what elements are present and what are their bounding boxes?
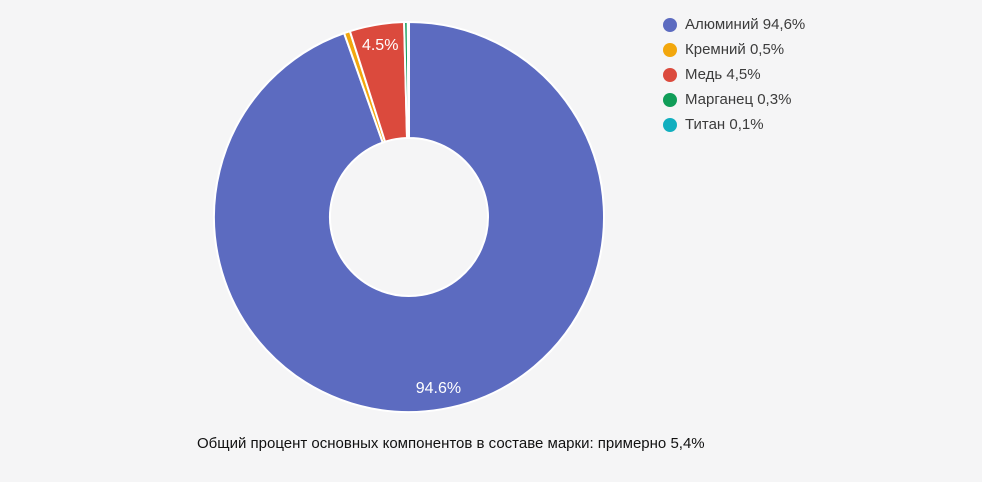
legend-swatch-icon [663,67,677,82]
legend-swatch-icon [663,42,677,57]
chart-caption: Общий процент основных компонентов в сос… [197,435,705,452]
legend-label: Медь 4,5% [685,66,761,83]
slice-value-label: 94.6% [416,380,461,397]
slice-value-label: 4.5% [362,37,398,54]
legend-item-titanium[interactable]: Титан 0,1% [663,112,805,137]
legend-label: Марганец 0,3% [685,91,792,108]
legend-swatch-icon [663,92,677,107]
legend-label: Титан 0,1% [685,116,764,133]
donut-chart: 94.6% 4.5% [213,20,605,413]
legend-item-aluminium[interactable]: Алюминий 94,6% [663,12,805,37]
chart-legend: Алюминий 94,6% Кремний 0,5% Медь 4,5% Ма… [663,12,805,137]
legend-item-copper[interactable]: Медь 4,5% [663,62,805,87]
legend-label: Кремний 0,5% [685,41,785,58]
legend-swatch-icon [663,117,677,132]
legend-item-manganese[interactable]: Марганец 0,3% [663,87,805,112]
legend-label: Алюминий 94,6% [685,16,806,33]
legend-swatch-icon [663,17,677,32]
legend-item-silicon[interactable]: Кремний 0,5% [663,37,805,62]
pie-slice[interactable] [406,20,410,140]
pie-slice[interactable] [213,20,605,413]
